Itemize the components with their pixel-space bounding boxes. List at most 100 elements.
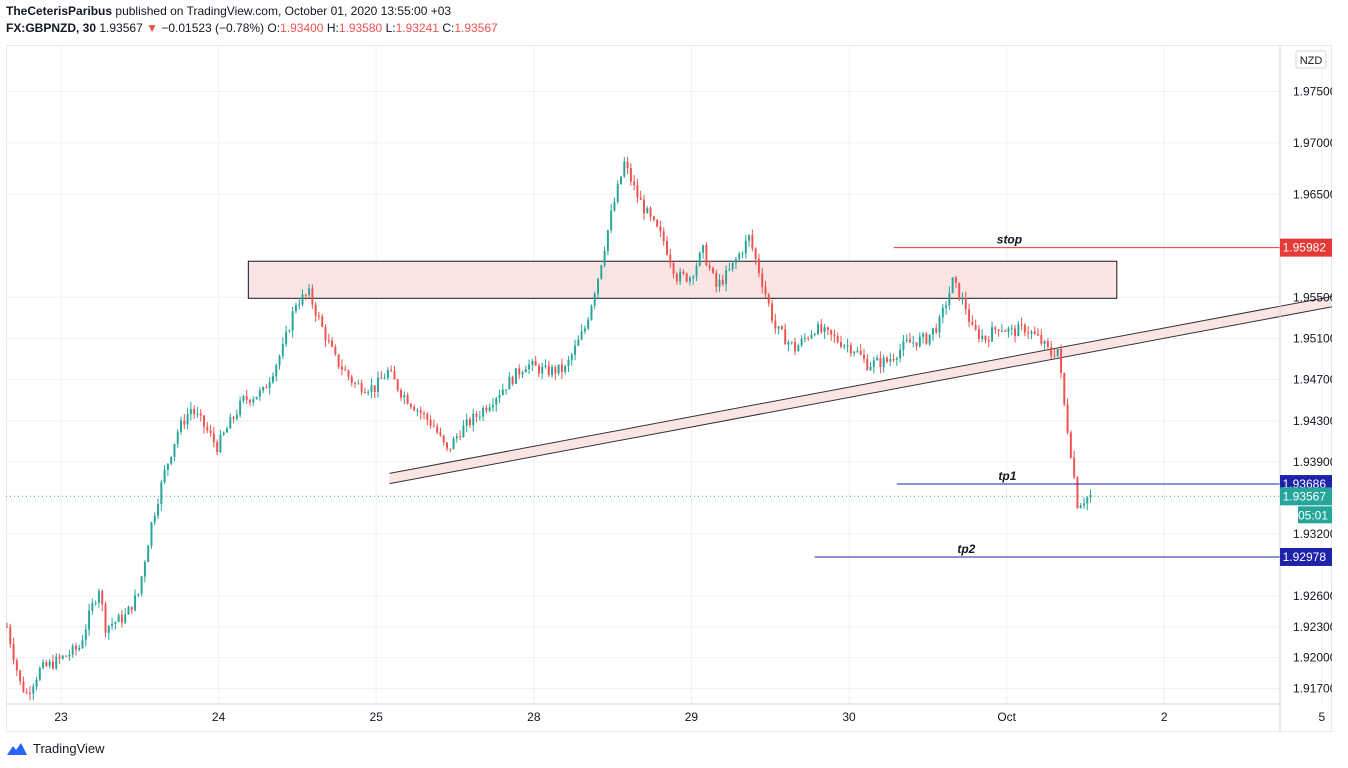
- candle-body[interactable]: [488, 407, 491, 411]
- candle-body[interactable]: [866, 358, 869, 371]
- candle-body[interactable]: [354, 382, 357, 384]
- candle-body[interactable]: [961, 297, 964, 300]
- candle-body[interactable]: [465, 419, 468, 426]
- candle-body[interactable]: [757, 258, 760, 274]
- candle-body[interactable]: [633, 181, 636, 186]
- candle-body[interactable]: [840, 342, 842, 347]
- candle-body[interactable]: [748, 235, 751, 241]
- candle-body[interactable]: [363, 392, 366, 394]
- candle-body[interactable]: [833, 334, 836, 337]
- candle-body[interactable]: [984, 335, 987, 341]
- candle-body[interactable]: [534, 361, 537, 366]
- candle-body[interactable]: [790, 342, 793, 344]
- currency-badge[interactable]: [1295, 50, 1327, 69]
- candle-body[interactable]: [383, 377, 386, 379]
- candle-body[interactable]: [19, 670, 22, 682]
- candle-body[interactable]: [708, 265, 711, 268]
- candle-body[interactable]: [252, 399, 255, 403]
- candle-body[interactable]: [702, 245, 705, 253]
- candle-body[interactable]: [964, 297, 967, 310]
- candle-body[interactable]: [774, 320, 777, 329]
- candle-body[interactable]: [931, 328, 934, 335]
- candle-body[interactable]: [626, 161, 629, 169]
- candle-body[interactable]: [291, 311, 294, 331]
- candle-body[interactable]: [331, 340, 334, 347]
- candle-body[interactable]: [754, 248, 757, 259]
- candle-body[interactable]: [58, 656, 61, 659]
- candle-body[interactable]: [88, 610, 91, 630]
- candle-body[interactable]: [876, 357, 879, 361]
- candle-body[interactable]: [1037, 333, 1040, 336]
- candle-body[interactable]: [885, 357, 888, 362]
- candle-body[interactable]: [974, 325, 977, 330]
- candle-body[interactable]: [948, 293, 951, 306]
- candle-body[interactable]: [508, 376, 511, 390]
- candle-body[interactable]: [574, 345, 577, 355]
- candle-body[interactable]: [524, 369, 527, 373]
- candle-body[interactable]: [859, 350, 862, 355]
- price-axis[interactable]: NZD 1.97500 1.97000 1.96500 1.95500 1.95100 1…: [1279, 45, 1337, 732]
- candle-body[interactable]: [528, 364, 531, 370]
- candle-body[interactable]: [1079, 505, 1082, 509]
- candle-body[interactable]: [731, 262, 734, 270]
- candle-body[interactable]: [294, 305, 297, 312]
- candle-body[interactable]: [140, 576, 143, 594]
- candle-body[interactable]: [1069, 432, 1072, 458]
- candle-body[interactable]: [380, 377, 383, 379]
- candle-body[interactable]: [501, 389, 504, 395]
- candle-body[interactable]: [242, 396, 245, 401]
- candle-body[interactable]: [863, 354, 865, 359]
- candle-body[interactable]: [1020, 324, 1023, 326]
- candle-body[interactable]: [646, 208, 649, 214]
- candle-body[interactable]: [728, 269, 731, 271]
- candle-body[interactable]: [48, 661, 51, 667]
- candle-body[interactable]: [981, 335, 984, 339]
- candle-body[interactable]: [258, 390, 261, 397]
- candle-body[interactable]: [958, 282, 961, 300]
- candle-body[interactable]: [994, 327, 997, 330]
- candle-body[interactable]: [472, 413, 475, 426]
- candle-body[interactable]: [360, 383, 363, 393]
- candle-body[interactable]: [679, 271, 682, 282]
- candle-body[interactable]: [409, 403, 412, 407]
- candle-body[interactable]: [130, 606, 133, 611]
- candle-body[interactable]: [744, 240, 747, 254]
- candle-body[interactable]: [665, 240, 668, 255]
- candle-body[interactable]: [872, 360, 875, 367]
- candle-body[interactable]: [794, 342, 797, 352]
- stop-price-tag[interactable]: [1280, 238, 1332, 257]
- candle-body[interactable]: [239, 400, 242, 415]
- candle-body[interactable]: [107, 625, 110, 633]
- candle-body[interactable]: [304, 294, 307, 296]
- candle-body[interactable]: [157, 504, 160, 516]
- candle-body[interactable]: [94, 602, 97, 604]
- candle-body[interactable]: [649, 208, 652, 217]
- candle-body[interactable]: [817, 324, 820, 335]
- candle-body[interactable]: [1073, 457, 1076, 478]
- candle-body[interactable]: [400, 390, 403, 398]
- candle-body[interactable]: [426, 413, 429, 420]
- candle-body[interactable]: [554, 367, 557, 374]
- candle-body[interactable]: [6, 626, 8, 628]
- candle-body[interactable]: [915, 342, 918, 347]
- candle-body[interactable]: [196, 413, 199, 415]
- candle-body[interactable]: [1066, 404, 1069, 433]
- candle-body[interactable]: [28, 692, 31, 694]
- candle-body[interactable]: [767, 294, 770, 304]
- candle-body[interactable]: [235, 414, 238, 419]
- candle-body[interactable]: [820, 324, 823, 332]
- candle-body[interactable]: [127, 606, 130, 615]
- candle-body[interactable]: [478, 416, 481, 418]
- candle-body[interactable]: [771, 303, 774, 321]
- candle-body[interactable]: [725, 270, 728, 285]
- candle-body[interactable]: [160, 482, 163, 505]
- candle-body[interactable]: [675, 273, 678, 282]
- candle-body[interactable]: [32, 686, 35, 694]
- candle-body[interactable]: [1040, 335, 1043, 344]
- candle-body[interactable]: [902, 341, 905, 350]
- candle-body[interactable]: [751, 235, 754, 249]
- footer-brand[interactable]: TradingView: [6, 741, 105, 757]
- candle-body[interactable]: [455, 436, 458, 439]
- candle-body[interactable]: [491, 404, 494, 408]
- candle-body[interactable]: [639, 197, 642, 200]
